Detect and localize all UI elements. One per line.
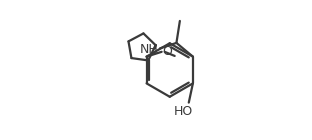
Text: HO: HO [174, 105, 193, 118]
Text: O: O [162, 45, 172, 58]
Text: NH: NH [140, 43, 159, 56]
